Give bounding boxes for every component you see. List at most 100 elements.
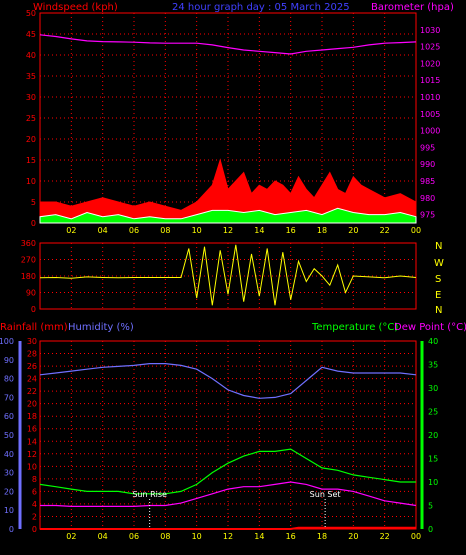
temperature-panel-x-axis: 02 04 06 08 10 12 14 16 18 20 22 00 <box>66 532 421 541</box>
p1-xtick-label: 20 <box>348 226 358 235</box>
direction-tick-label: 90 <box>26 289 36 298</box>
rainfall-tick-label: 10 <box>27 462 37 471</box>
windspeed-tick-label: 50 <box>26 9 36 18</box>
barometer-tick-label: 980 <box>420 194 435 203</box>
p1-xtick-label: 10 <box>192 226 202 235</box>
wind-average-series <box>39 207 417 224</box>
p3-xtick-label: 14 <box>254 532 264 541</box>
temperature-tick-label: 25 <box>428 408 438 417</box>
chart-title: 24 hour graph day : 05 March 2025 <box>172 2 350 13</box>
p1-xtick-label: 16 <box>286 226 296 235</box>
p1-xtick-label: 06 <box>129 226 139 235</box>
barometer-tick-label: 1025 <box>420 43 440 52</box>
temperature-series <box>39 448 416 495</box>
rainfall-tick-label: 8 <box>32 475 37 484</box>
direction-tick-label: 270 <box>21 256 36 265</box>
p3-xtick-label: 06 <box>129 532 139 541</box>
windspeed-tick-label: 30 <box>26 93 36 102</box>
temperature-tick-label: 5 <box>428 502 433 511</box>
humidity-tick-label: 100 <box>0 337 14 346</box>
rainfall-tick-label: 6 <box>32 487 37 496</box>
compass-n-top: N <box>435 241 442 252</box>
temperature-tick-label: 40 <box>428 337 438 346</box>
wind-panel-x-axis: 02 04 06 08 10 12 14 16 18 20 22 00 <box>66 226 421 235</box>
rainfall-tick-label: 2 <box>32 512 37 521</box>
windspeed-tick-label: 20 <box>26 135 36 144</box>
windspeed-axis-title: Windspeed (kph) <box>33 2 118 13</box>
compass-w: W <box>434 258 444 269</box>
barometer-tick-label: 1015 <box>420 76 440 85</box>
compass-e: E <box>435 290 441 301</box>
p1-xtick-label: 14 <box>254 226 264 235</box>
direction-tick-label: 360 <box>21 239 36 248</box>
p3-xtick-label: 00 <box>411 532 421 541</box>
rainfall-tick-label: 28 <box>27 350 37 359</box>
temperature-tick-label: 20 <box>428 431 438 440</box>
p3-xtick-label: 20 <box>348 532 358 541</box>
direction-panel-series <box>39 244 417 306</box>
compass-s: S <box>435 274 441 285</box>
p1-xtick-label: 02 <box>66 226 76 235</box>
barometer-tick-label: 1010 <box>420 93 440 102</box>
humidity-tick-label: 40 <box>4 450 14 459</box>
rainfall-tick-label: 4 <box>32 500 37 509</box>
humidity-tick-label: 10 <box>4 506 14 515</box>
sun-markers: Sun Rise Sun Set <box>132 490 341 529</box>
p3-xtick-label: 18 <box>317 532 327 541</box>
humidity-axis-title: Humidity (%) <box>68 322 134 333</box>
compass-n-bottom: N <box>435 305 442 316</box>
humidity-tick-label: 60 <box>4 412 14 421</box>
humidity-series <box>39 363 417 399</box>
barometer-axis: 975 980 985 990 995 1000 1005 1010 1015 1020 1025 1… <box>420 26 440 220</box>
wind-gust-series <box>39 158 417 224</box>
windspeed-tick-label: 10 <box>26 177 36 186</box>
rainfall-tick-label: 26 <box>27 362 37 371</box>
rainfall-tick-label: 12 <box>27 450 37 459</box>
dewpoint-series <box>40 481 417 507</box>
barometer-tick-label: 1020 <box>420 59 440 68</box>
direction-tick-label: 180 <box>21 272 36 281</box>
p1-xtick-label: 04 <box>98 226 108 235</box>
p1-xtick-label: 00 <box>411 226 421 235</box>
humidity-tick-label: 20 <box>4 487 14 496</box>
windspeed-tick-label: 40 <box>26 51 36 60</box>
barometer-tick-label: 990 <box>420 160 435 169</box>
direction-axis: 0 90 180 270 360 <box>21 239 36 314</box>
wind-panel-series <box>39 34 417 224</box>
humidity-axis: 0 10 20 30 40 50 60 70 80 90 100 <box>0 337 22 534</box>
p3-xtick-label: 04 <box>98 532 108 541</box>
p3-xtick-label: 12 <box>223 532 233 541</box>
temperature-panel-grid <box>40 341 417 529</box>
p3-xtick-label: 16 <box>286 532 296 541</box>
humidity-tick-label: 90 <box>4 356 14 365</box>
humidity-tick-label: 0 <box>9 525 14 534</box>
sunrise-label: Sun Rise <box>132 490 167 499</box>
rainfall-tick-label: 22 <box>27 387 37 396</box>
barometer-tick-label: 1000 <box>420 127 440 136</box>
p1-xtick-label: 18 <box>317 226 327 235</box>
barometer-tick-label: 985 <box>420 177 435 186</box>
p3-xtick-label: 10 <box>192 532 202 541</box>
temperature-tick-label: 30 <box>428 384 438 393</box>
p1-xtick-label: 22 <box>380 226 390 235</box>
barometer-tick-label: 995 <box>420 143 435 152</box>
p1-xtick-label: 12 <box>223 226 233 235</box>
rainfall-tick-label: 20 <box>27 400 37 409</box>
sunset-label: Sun Set <box>310 490 341 499</box>
temperature-tick-label: 35 <box>428 361 438 370</box>
windspeed-tick-label: 5 <box>31 198 36 207</box>
rainfall-axis-title: Rainfall (mm) <box>0 322 68 333</box>
compass-labels: N W S E N <box>434 241 444 316</box>
dewpoint-axis-title: Dew Point (°C) <box>394 322 466 333</box>
barometer-tick-label: 975 <box>420 211 435 220</box>
wind-direction-series <box>39 244 417 306</box>
barometer-tick-label: 1030 <box>420 26 440 35</box>
windspeed-axis: 0 5 10 15 20 25 30 35 40 45 50 <box>26 9 36 228</box>
wind-panel-grid <box>40 13 417 223</box>
p3-xtick-label: 08 <box>160 532 170 541</box>
p3-xtick-label: 22 <box>380 532 390 541</box>
rainfall-tick-label: 16 <box>27 425 37 434</box>
humidity-tick-label: 70 <box>4 393 14 402</box>
